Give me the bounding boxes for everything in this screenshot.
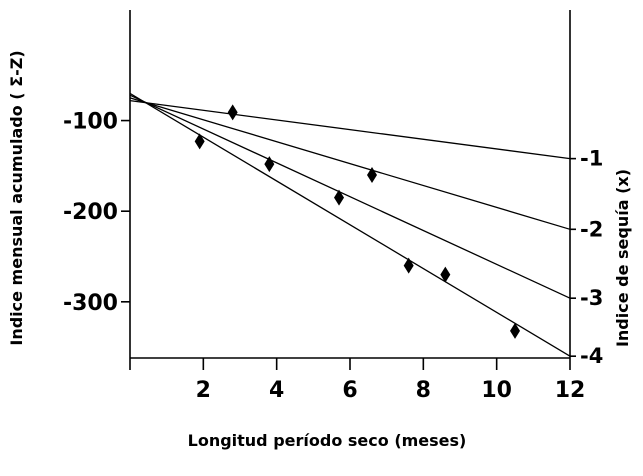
- regression-line: [129, 99, 571, 160]
- x-tick-label: 12: [555, 378, 586, 403]
- data-point-diamond: [264, 156, 275, 173]
- right-axis-ticks: -1 -2 -3 -4: [570, 147, 603, 368]
- y-axis-ticks: -100 -200 -300: [63, 110, 130, 316]
- data-point-diamond: [227, 104, 238, 121]
- data-markers: [194, 104, 520, 339]
- plot-frame: [129, 10, 571, 370]
- y-tick-label: -300: [63, 291, 118, 316]
- right-tick-label: -1: [580, 147, 603, 171]
- x-tick-label: 10: [481, 378, 512, 403]
- right-tick-label: -2: [580, 217, 603, 241]
- x-tick-label: 8: [416, 378, 431, 403]
- regression-line: [129, 94, 571, 299]
- data-point-diamond: [194, 133, 205, 150]
- y-tick-label: -200: [63, 200, 118, 225]
- x-tick-label: 2: [196, 378, 211, 403]
- x-axis-ticks: 2 4 6 8 10 12: [196, 358, 586, 403]
- x-tick-label: 6: [342, 378, 357, 403]
- y-tick-label: -100: [63, 110, 118, 135]
- right-tick-label: -3: [580, 286, 603, 310]
- x-tick-label: 4: [269, 378, 284, 403]
- regression-line: [129, 92, 571, 357]
- data-point-diamond: [367, 166, 377, 183]
- right-tick-label: -4: [580, 344, 603, 368]
- data-point-diamond: [334, 189, 344, 206]
- right-axis-label: Indice de sequía (x): [613, 169, 632, 347]
- x-axis-label: Longitud período seco (meses): [188, 431, 467, 450]
- y-axis-label: Indice mensual acumulado ( Σ-Z): [7, 50, 26, 345]
- fit-lines: [129, 92, 571, 357]
- data-point-diamond: [510, 322, 520, 339]
- regression-line: [129, 97, 571, 230]
- data-point-diamond: [440, 266, 451, 283]
- data-point-diamond: [403, 257, 414, 274]
